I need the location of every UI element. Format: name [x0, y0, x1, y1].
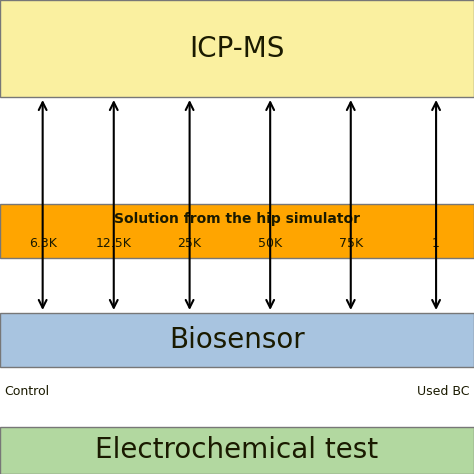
Text: 6.3K: 6.3K	[29, 237, 56, 250]
Text: Used BC: Used BC	[417, 384, 469, 398]
Text: 50K: 50K	[258, 237, 282, 250]
Text: 12.5K: 12.5K	[96, 237, 132, 250]
Bar	[0, 204, 474, 258]
FancyArrowPatch shape	[266, 102, 274, 308]
Text: Control: Control	[5, 384, 50, 398]
FancyArrowPatch shape	[39, 102, 46, 308]
Bar	[0, 427, 474, 474]
Bar	[0, 0, 474, 97]
FancyArrowPatch shape	[110, 102, 118, 308]
FancyArrowPatch shape	[432, 102, 440, 308]
FancyArrowPatch shape	[186, 102, 193, 308]
Text: Electrochemical test: Electrochemical test	[95, 436, 379, 465]
Text: 75K: 75K	[339, 237, 363, 250]
FancyArrowPatch shape	[347, 102, 355, 308]
Text: Solution from the hip simulator: Solution from the hip simulator	[114, 212, 360, 226]
Text: 25K: 25K	[178, 237, 201, 250]
Text: ICP-MS: ICP-MS	[189, 35, 285, 63]
Bar	[0, 313, 474, 367]
Text: Biosensor: Biosensor	[169, 326, 305, 354]
Text: 1: 1	[432, 237, 440, 250]
